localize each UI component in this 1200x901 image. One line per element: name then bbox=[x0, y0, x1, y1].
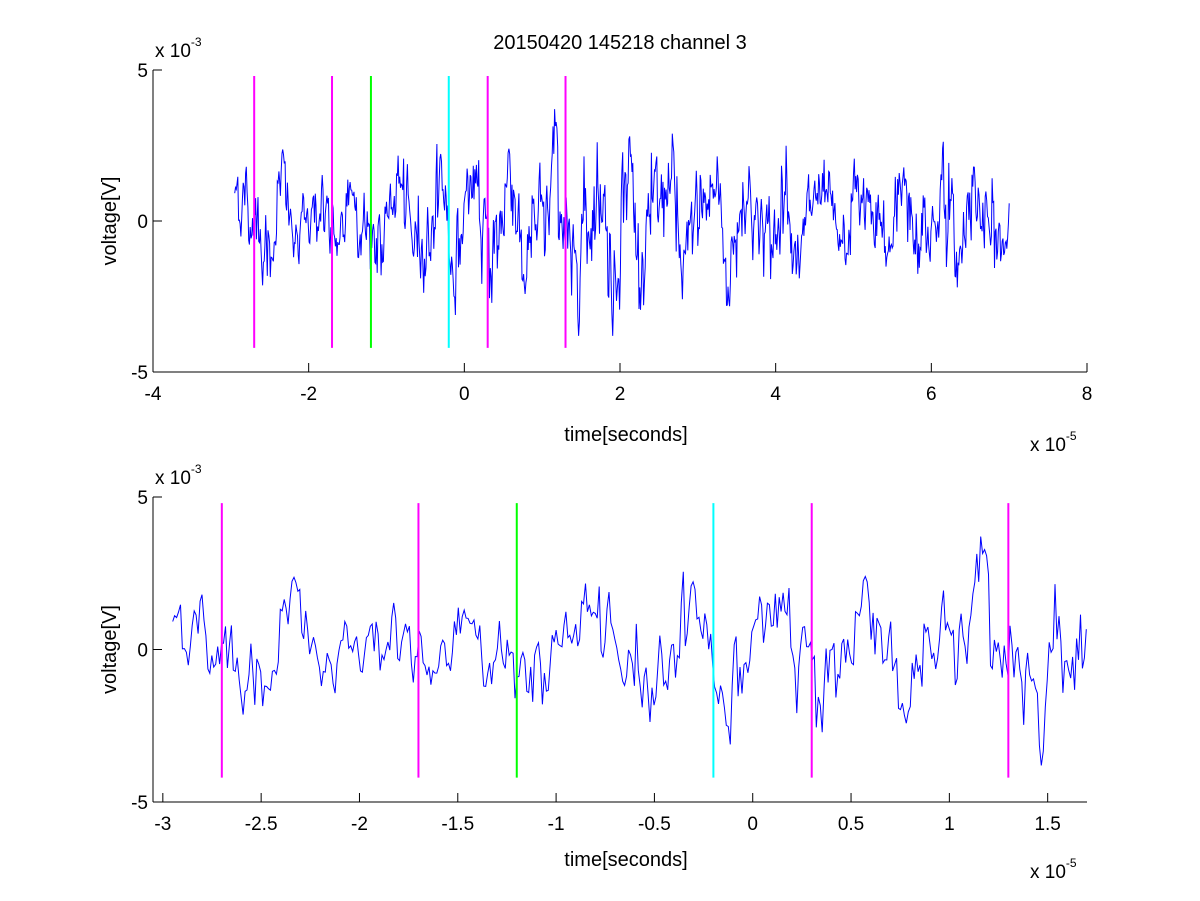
x-axis-label: time[seconds] bbox=[564, 849, 687, 871]
x-tick-label: -1 bbox=[548, 814, 565, 835]
x-tick-label: -2 bbox=[300, 384, 317, 405]
x-tick-label: -3 bbox=[154, 814, 171, 835]
y-exponent-label: x 10-3 bbox=[155, 35, 202, 62]
axes-top: -4 -2 0 2 4 6 8 -5 0 5 time[seconds] voltage[V] x 10… bbox=[99, 35, 1092, 456]
y-exponent-label: x 10-3 bbox=[155, 462, 202, 489]
x-tick-label: 0 bbox=[747, 814, 758, 835]
y-tick-label: 0 bbox=[137, 641, 148, 662]
x-tick-label: -2.5 bbox=[245, 814, 278, 835]
x-tick-label: 0 bbox=[459, 384, 470, 405]
signal-series-line bbox=[172, 536, 1087, 766]
axes-bottom: -3 -2.5 -2 -1.5 -1 -0.5 0 0.5 1 1.5 -5 0 5 time[secon… bbox=[99, 462, 1087, 883]
y-axis-label: voltage[V] bbox=[99, 177, 121, 266]
x-tick-label: 1.5 bbox=[1034, 814, 1060, 835]
y-tick-label: 0 bbox=[137, 212, 148, 233]
y-tick-label: 5 bbox=[137, 61, 148, 82]
x-tick-label: 4 bbox=[770, 384, 781, 405]
y-tick-label: 5 bbox=[137, 488, 148, 509]
x-tick-label: -1.5 bbox=[441, 814, 474, 835]
x-tick-label: -2 bbox=[351, 814, 368, 835]
figure-title: 20150420 145218 channel 3 bbox=[493, 32, 747, 54]
y-tick-label: -5 bbox=[131, 363, 148, 384]
x-tick-label: 6 bbox=[926, 384, 937, 405]
x-exponent-label: x 10-5 bbox=[1030, 856, 1077, 883]
y-tick-label: -5 bbox=[131, 793, 148, 814]
x-exponent-label: x 10-5 bbox=[1030, 429, 1077, 456]
x-tick-label: 8 bbox=[1082, 384, 1093, 405]
x-tick-label: -4 bbox=[145, 384, 162, 405]
y-axis-label: voltage[V] bbox=[99, 605, 121, 694]
x-tick-label: -0.5 bbox=[638, 814, 671, 835]
x-tick-label: 1 bbox=[944, 814, 955, 835]
signal-series-line bbox=[234, 109, 1010, 336]
x-tick-label: 2 bbox=[615, 384, 626, 405]
x-axis-label: time[seconds] bbox=[564, 424, 687, 446]
x-tick-label: 0.5 bbox=[838, 814, 864, 835]
